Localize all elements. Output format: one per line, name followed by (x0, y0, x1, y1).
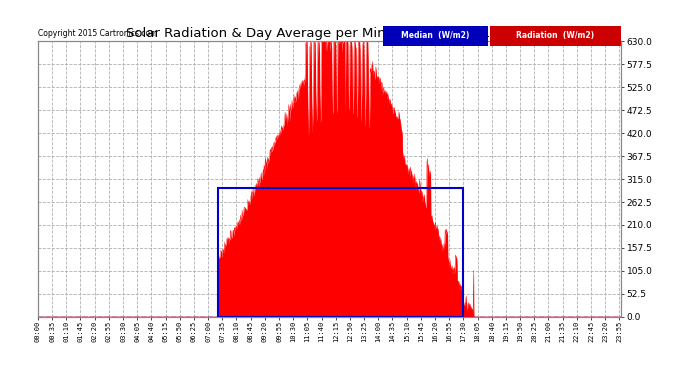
Title: Solar Radiation & Day Average per Minute (Today) 20151019: Solar Radiation & Day Average per Minute… (126, 27, 533, 40)
Bar (218, 188, 464, 317)
FancyBboxPatch shape (383, 26, 488, 46)
FancyBboxPatch shape (490, 26, 621, 46)
Text: Copyright 2015 Cartronics.com: Copyright 2015 Cartronics.com (38, 30, 157, 39)
Text: Median  (W/m2): Median (W/m2) (401, 32, 469, 40)
Text: Radiation  (W/m2): Radiation (W/m2) (517, 32, 595, 40)
